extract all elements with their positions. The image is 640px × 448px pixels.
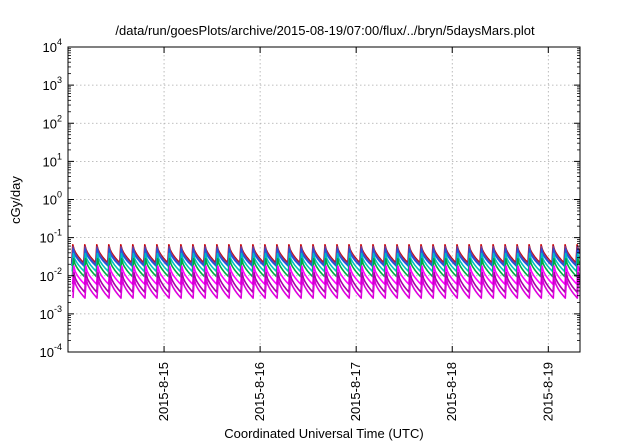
x-axis-label: Coordinated Universal Time (UTC) [224,426,423,441]
chart-title: /data/run/goesPlots/archive/2015-08-19/0… [115,23,535,38]
x-tick-label: 2015-8-18 [444,362,459,421]
y-tick-base: 10 [43,116,57,131]
x-tick-label: 2015-8-17 [348,362,363,421]
grid [68,46,580,353]
y-tick-base: 10 [43,193,57,208]
y-tick-label: 10-1 [40,228,62,246]
y-tick-label: 10-4 [40,342,62,360]
y-tick-exponent: -2 [54,266,62,276]
y-tick-base: 10 [40,307,54,322]
y-tick-exponent: 2 [57,113,62,123]
y-tick-exponent: -4 [54,342,62,352]
y-tick-base: 10 [43,40,57,55]
y-tick-exponent: 1 [57,151,62,161]
y-tick-exponent: -1 [54,228,62,238]
y-tick-label: 10-3 [40,304,62,322]
y-tick-base: 10 [40,231,54,246]
x-tick-label: 2015-8-19 [540,362,555,421]
y-tick-base: 10 [43,78,57,93]
y-tick-exponent: -3 [54,304,62,314]
y-tick-label: 104 [43,37,62,55]
y-tick-label: 100 [43,190,62,208]
y-tick-exponent: 0 [57,190,62,200]
y-tick-exponent: 3 [57,75,62,85]
y-tick-base: 10 [40,269,54,284]
y-tick-label: 101 [43,151,62,169]
y-tick-label: 102 [43,113,62,131]
y-tick-label: 103 [43,75,62,93]
series-group [70,244,581,299]
y-tick-base: 10 [43,154,57,169]
y-tick-base: 10 [40,345,54,360]
series-line [72,277,581,299]
x-axis: 2015-8-15 2015-8-16 2015-8-17 2015-8-18 2015… [156,47,555,421]
x-tick-label: 2015-8-16 [252,362,267,421]
y-axis-label: cGy/day [8,176,23,224]
x-tick-label: 2015-8-15 [156,362,171,421]
y-tick-exponent: 4 [57,37,62,47]
y-tick-label: 10-2 [40,266,62,284]
